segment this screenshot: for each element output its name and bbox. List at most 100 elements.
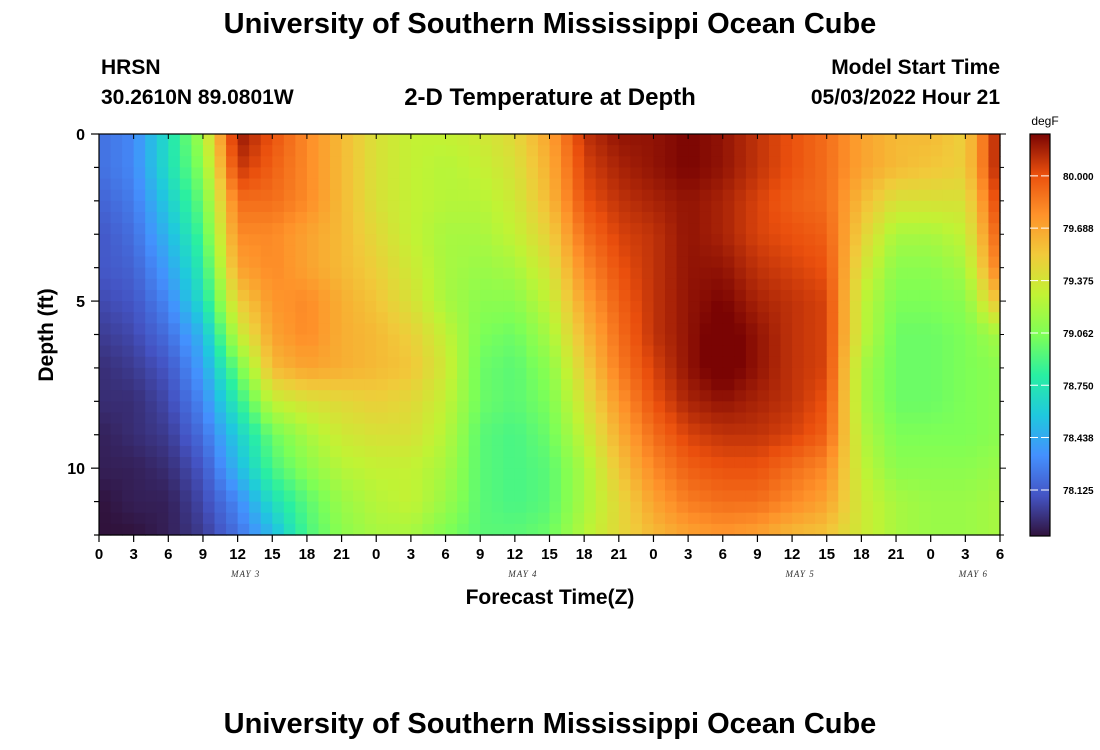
heatmap-cell [445, 312, 458, 324]
heatmap-cell [861, 234, 874, 246]
heatmap-cell [653, 334, 666, 347]
heatmap-cell [988, 501, 1001, 514]
heatmap-cell [318, 289, 331, 302]
heatmap-cell [561, 301, 574, 313]
heatmap-cell [549, 156, 562, 169]
heatmap-cell [156, 256, 169, 269]
heatmap-cell [353, 234, 366, 246]
heatmap-cell [641, 211, 655, 224]
heatmap-cell [919, 289, 932, 302]
heatmap-cell [399, 278, 412, 291]
heatmap-cell [249, 356, 262, 369]
heatmap-cell [872, 512, 886, 525]
heatmap-cell [214, 356, 227, 369]
heatmap-cell [607, 278, 620, 291]
heatmap-cell [214, 434, 227, 447]
heatmap-cell [745, 434, 759, 447]
colorbar-tick-label: 79.688 [1063, 224, 1094, 235]
heatmap-cell [826, 367, 839, 380]
heatmap-cell [260, 289, 273, 302]
heatmap-cell [711, 145, 724, 157]
heatmap-cell [688, 145, 701, 157]
heatmap-cell [803, 267, 816, 280]
heatmap-cell [572, 278, 585, 291]
heatmap-cell [665, 501, 678, 514]
heatmap-cell [133, 423, 146, 436]
heatmap-cell [341, 256, 354, 269]
heatmap-cell [780, 134, 793, 146]
heatmap-cell [630, 390, 643, 402]
heatmap-cell [976, 401, 990, 414]
heatmap-cell [410, 267, 424, 280]
heatmap-cell [653, 490, 666, 503]
heatmap-cell [330, 390, 343, 402]
heatmap-cell [330, 445, 343, 458]
heatmap-cell [907, 512, 920, 525]
heatmap-cell [99, 301, 112, 313]
heatmap-cell [722, 345, 735, 358]
heatmap-cell [237, 379, 250, 391]
heatmap-cell [168, 134, 181, 146]
heatmap-cell [272, 423, 285, 436]
heatmap-cell [399, 490, 412, 503]
heatmap-cell [491, 223, 504, 235]
heatmap-cell [122, 434, 135, 447]
heatmap-cell [607, 345, 620, 358]
heatmap-cell [445, 512, 458, 525]
heatmap-cell [988, 412, 1001, 425]
y-axis-label: Depth (ft) [35, 288, 58, 381]
heatmap-cell [341, 134, 354, 146]
heatmap-cell [953, 367, 966, 380]
heatmap-cell [826, 490, 839, 503]
heatmap-cell [653, 434, 666, 447]
heatmap-cell [780, 301, 793, 313]
heatmap-cell [930, 312, 943, 324]
heatmap-cell [468, 267, 481, 280]
heatmap-cell [757, 134, 770, 146]
heatmap-cell [433, 457, 447, 469]
heatmap-cell [110, 312, 123, 324]
heatmap-cell [630, 156, 643, 169]
heatmap-cell [711, 334, 724, 347]
heatmap-cell [433, 367, 447, 380]
heatmap-cell [896, 301, 909, 313]
heatmap-cell [792, 512, 805, 525]
heatmap-cell [318, 401, 331, 414]
heatmap-cell [433, 356, 447, 369]
heatmap-cell [422, 512, 435, 525]
heatmap-cell [353, 379, 366, 391]
heatmap-cell [965, 345, 978, 358]
heatmap-cell [815, 289, 828, 302]
heatmap-cell [133, 301, 146, 313]
heatmap-cell [907, 356, 920, 369]
heatmap-cell [249, 379, 262, 391]
heatmap-cell [526, 523, 539, 536]
heatmap-cell [341, 200, 354, 213]
heatmap-cell [884, 234, 897, 246]
heatmap-cell [884, 367, 897, 380]
heatmap-cell [168, 390, 181, 402]
heatmap-cell [202, 256, 216, 269]
heatmap-cell [179, 245, 193, 258]
heatmap-cell [768, 457, 782, 469]
heatmap-cell [387, 457, 400, 469]
heatmap-cell [896, 423, 909, 436]
heatmap-cell [237, 289, 250, 302]
heatmap-cell [260, 401, 273, 414]
heatmap-cell [295, 434, 308, 447]
heatmap-cell [757, 523, 770, 536]
heatmap-cell [422, 523, 435, 536]
heatmap-cell [595, 479, 608, 492]
heatmap-cell [191, 301, 204, 313]
heatmap-cell [168, 379, 181, 391]
x-tick-label: 9 [199, 546, 207, 563]
heatmap-cell [514, 267, 527, 280]
heatmap-cell [387, 367, 400, 380]
heatmap-cell [410, 412, 424, 425]
heatmap-cell [826, 211, 839, 224]
heatmap-cell [780, 423, 793, 436]
heatmap-cell [364, 412, 377, 425]
heatmap-cell [468, 423, 481, 436]
heatmap-cell [595, 445, 608, 458]
heatmap-cell [815, 445, 828, 458]
